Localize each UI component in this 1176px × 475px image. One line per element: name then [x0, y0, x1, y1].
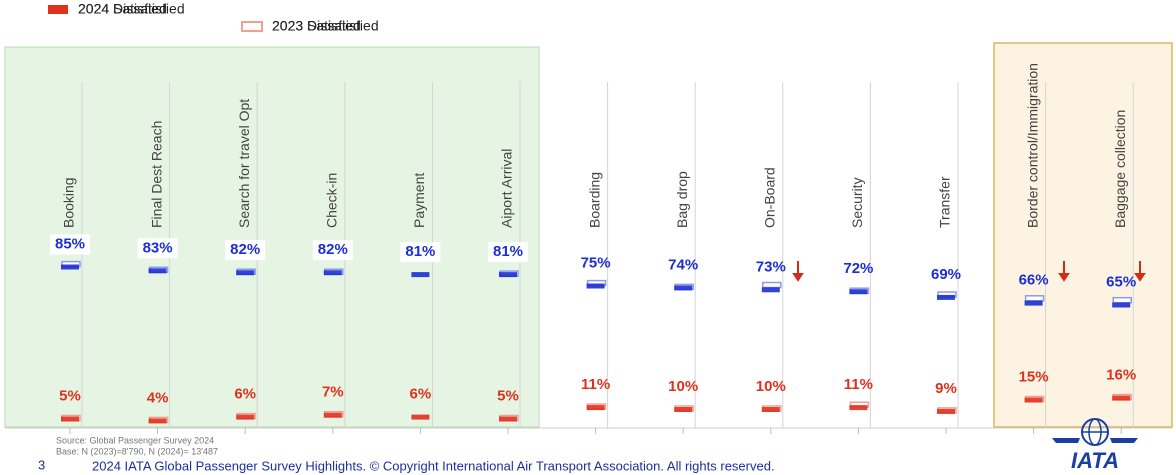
- marker: [849, 405, 868, 411]
- green-highlight: [4, 46, 540, 428]
- category-label: Boarding: [586, 172, 602, 228]
- value-label: 9%: [935, 380, 957, 397]
- category-label: Security: [849, 177, 865, 228]
- value-label: 69%: [931, 266, 961, 283]
- marker: [1024, 397, 1043, 403]
- value-label: 85%: [55, 235, 85, 252]
- label-box: [400, 242, 441, 263]
- value-label: 72%: [843, 260, 873, 277]
- value-label: 11%: [581, 376, 610, 393]
- value-label: 82%: [230, 241, 260, 258]
- value-label: 6%: [410, 386, 432, 403]
- marker: [937, 408, 955, 414]
- value-label: 74%: [668, 256, 698, 273]
- footer: 2024 IATA Global Passenger Survey Highli…: [92, 458, 775, 473]
- marker: [1024, 295, 1045, 302]
- value-label: 7%: [322, 384, 344, 401]
- marker: [499, 272, 517, 278]
- base: Base: N (2023)=8'790, N (2024)= 13'487: [56, 446, 218, 456]
- value-label: 81%: [493, 243, 523, 260]
- value-label: 75%: [581, 254, 611, 271]
- marker: [586, 283, 605, 289]
- value-label: 81%: [405, 243, 435, 260]
- marker: [674, 407, 693, 412]
- category-label: Aiport Arrival: [499, 149, 515, 228]
- category-label: On-Board: [762, 167, 778, 228]
- arrow-head: [792, 273, 804, 282]
- value-label: 4%: [147, 389, 169, 406]
- marker: [586, 405, 605, 411]
- value-label: 11%: [844, 376, 873, 393]
- category-label: Bag drop: [674, 171, 690, 228]
- marker: [411, 414, 430, 420]
- label-box: [50, 234, 90, 255]
- marker: [1112, 302, 1131, 308]
- category-label: Baggage collection: [1112, 110, 1128, 228]
- marker: [148, 268, 167, 274]
- marker: [61, 416, 79, 422]
- legend-label: 2024 Satisfied: [78, 1, 167, 17]
- category-label: Border control/Immigration: [1024, 63, 1040, 228]
- label-box: [225, 240, 266, 261]
- value-label: 66%: [1019, 272, 1049, 289]
- marker: [236, 414, 255, 420]
- value-label: 15%: [1019, 368, 1049, 385]
- arrow-head: [1134, 273, 1146, 282]
- value-label: 10%: [668, 378, 698, 395]
- decline-arrows: [792, 261, 1146, 282]
- arrow-head: [1058, 273, 1070, 282]
- category-label: Transfer: [937, 176, 953, 228]
- value-label: 65%: [1106, 273, 1136, 290]
- marker: [411, 272, 430, 278]
- value-label: 5%: [59, 387, 81, 404]
- category-label: Payment: [411, 173, 427, 228]
- value-label: 73%: [756, 258, 786, 275]
- marker: [1112, 296, 1132, 304]
- marker: [236, 270, 255, 276]
- label-box: [137, 238, 178, 259]
- marker: [323, 412, 342, 418]
- value-label: 5%: [497, 387, 519, 404]
- legend-label: 2024 Dissatisfied: [78, 1, 185, 17]
- value-label: 82%: [318, 241, 348, 258]
- marker: [499, 416, 517, 422]
- marker: [849, 289, 868, 295]
- marker: [674, 285, 693, 291]
- marker: [762, 281, 782, 289]
- category-label: Final Dest Reach: [148, 121, 164, 228]
- marker: [761, 287, 780, 293]
- category-label: Check-in: [324, 173, 340, 228]
- category-label: Booking: [61, 177, 77, 228]
- page-number: 3: [38, 457, 45, 472]
- legend-swatch: [48, 5, 68, 14]
- category-label: Search for travel Opt: [236, 99, 252, 228]
- label-box: [488, 242, 528, 263]
- value-label: 6%: [234, 386, 256, 403]
- marker: [148, 418, 167, 424]
- logo-graphic: [1052, 418, 1138, 446]
- legend-swatch: [241, 21, 263, 32]
- source: Source: Global Passenger Survey 2024: [56, 435, 214, 445]
- marker: [937, 294, 955, 300]
- marker: [761, 407, 780, 412]
- logo: IATA: [1071, 448, 1119, 473]
- marker: [1024, 300, 1043, 306]
- value-label: 16%: [1106, 367, 1136, 384]
- marker: [61, 264, 79, 270]
- value-label: 83%: [143, 239, 173, 256]
- value-label: 10%: [756, 378, 786, 395]
- legend-label: 2023 Dissatisfied: [272, 18, 379, 34]
- legend-label: 2023 Satisfied: [272, 18, 361, 34]
- orange-highlight: [993, 42, 1173, 428]
- marker: [323, 270, 342, 276]
- legend: 2024 Satisfied 2023 Satisfied 2024 Dissati…: [48, 1, 379, 34]
- marker: [1112, 395, 1131, 401]
- label-box: [312, 240, 353, 261]
